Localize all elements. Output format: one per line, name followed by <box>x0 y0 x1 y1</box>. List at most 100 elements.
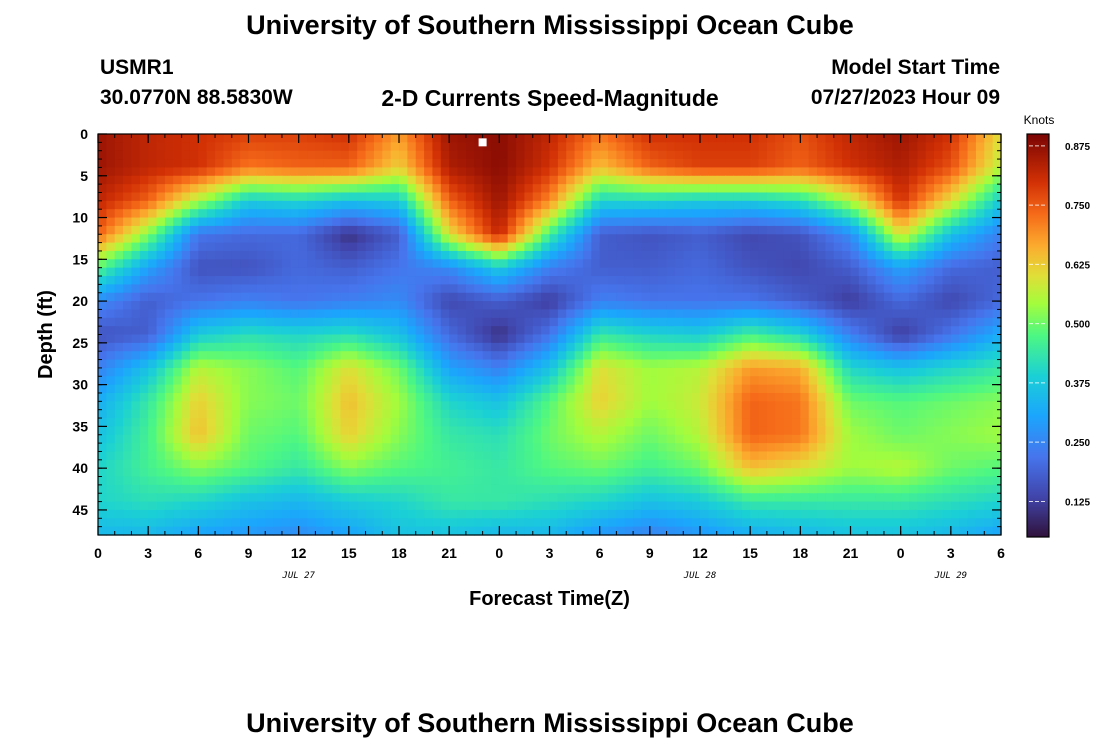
heatmap-cell <box>883 342 893 352</box>
heatmap-cell <box>373 317 383 327</box>
heatmap-cell <box>658 250 668 260</box>
heatmap-cell <box>858 184 868 194</box>
heatmap-cell <box>298 250 308 260</box>
heatmap-cell <box>198 150 208 160</box>
heatmap-cell <box>424 259 434 269</box>
heatmap-cell <box>666 484 676 494</box>
heatmap-cell <box>198 359 208 369</box>
heatmap-cell <box>967 309 977 319</box>
heatmap-cell <box>357 434 367 444</box>
heatmap-cell <box>173 301 183 311</box>
heatmap-cell <box>474 434 484 444</box>
heatmap-cell <box>549 175 559 185</box>
heatmap-cell <box>407 426 417 436</box>
heatmap-cell <box>315 459 325 469</box>
heatmap-cell <box>658 259 668 269</box>
heatmap-cell <box>950 200 960 210</box>
heatmap-cell <box>750 418 760 427</box>
heatmap-cell <box>415 418 425 427</box>
heatmap-cell <box>307 267 316 277</box>
heatmap-cell <box>156 259 166 269</box>
heatmap-cell <box>700 167 709 177</box>
heatmap-cell <box>415 476 425 486</box>
heatmap-cell <box>591 451 601 461</box>
heatmap-cell <box>332 493 342 503</box>
heatmap-cell <box>516 134 526 143</box>
heatmap-cell <box>248 234 258 244</box>
heatmap-cell <box>641 317 651 327</box>
heatmap-cell <box>307 242 316 252</box>
heatmap-cell <box>591 217 601 227</box>
heatmap-cell <box>281 225 291 235</box>
heatmap-cell <box>507 142 517 152</box>
heatmap-cell <box>507 493 517 503</box>
heatmap-cell <box>98 484 107 494</box>
heatmap-cell <box>925 342 935 352</box>
heatmap-cell <box>975 476 985 486</box>
heatmap-cell <box>532 192 542 202</box>
heatmap-cell <box>666 309 676 319</box>
heatmap-cell <box>189 401 199 411</box>
heatmap-cell <box>875 209 885 219</box>
heatmap-cell <box>256 326 266 336</box>
heatmap-cell <box>449 217 459 227</box>
heatmap-cell <box>708 225 718 235</box>
heatmap-cell <box>867 250 877 260</box>
heatmap-cell <box>382 501 392 511</box>
heatmap-cell <box>139 493 149 503</box>
heatmap-cell <box>658 342 668 352</box>
heatmap-cell <box>215 159 225 169</box>
heatmap-cell <box>407 142 417 152</box>
heatmap-cell <box>700 342 709 352</box>
heatmap-cell <box>700 443 709 453</box>
heatmap-cell <box>616 476 626 486</box>
heatmap-cell <box>198 217 208 227</box>
heatmap-cell <box>683 209 693 219</box>
heatmap-cell <box>223 209 233 219</box>
heatmap-cell <box>800 292 810 302</box>
heatmap-cell <box>842 376 852 386</box>
heatmap-cell <box>273 167 283 177</box>
heatmap-cell <box>574 351 584 361</box>
heatmap-cell <box>725 334 735 344</box>
heatmap-cell <box>307 401 316 411</box>
heatmap-cell <box>382 200 392 210</box>
heatmap-cell <box>842 234 852 244</box>
heatmap-cell <box>415 209 425 219</box>
heatmap-cell <box>114 468 124 478</box>
heatmap-cell <box>440 309 450 319</box>
heatmap-cell <box>842 167 852 177</box>
heatmap-cell <box>148 317 158 327</box>
heatmap-cell <box>281 434 291 444</box>
heatmap-cell <box>934 476 944 486</box>
heatmap-cell <box>666 367 676 377</box>
heatmap-cell <box>817 200 827 210</box>
heatmap-cell <box>574 159 584 169</box>
heatmap-cell <box>399 200 408 210</box>
heatmap-cell <box>942 459 952 469</box>
heatmap-cell <box>984 250 994 260</box>
heatmap-cell <box>390 342 400 352</box>
heatmap-cell <box>189 409 199 419</box>
heatmap-cell <box>465 259 475 269</box>
heatmap-cell <box>942 443 952 453</box>
heatmap-cell <box>532 250 542 260</box>
heatmap-cell <box>833 426 843 436</box>
heatmap-cell <box>290 267 300 277</box>
heatmap-cell <box>206 134 216 143</box>
heatmap-cell <box>708 200 718 210</box>
heatmap-cell <box>465 309 475 319</box>
heatmap-cell <box>766 292 776 302</box>
heatmap-cell <box>649 401 659 411</box>
heatmap-cell <box>323 292 333 302</box>
heatmap-cell <box>658 284 668 294</box>
heatmap-cell <box>817 134 827 143</box>
heatmap-cell <box>231 392 241 402</box>
heatmap-cell <box>340 451 350 461</box>
heatmap-cell <box>123 351 133 361</box>
heatmap-cell <box>399 468 408 478</box>
heatmap-cell <box>900 493 910 503</box>
heatmap-cell <box>298 359 308 369</box>
heatmap-cell <box>507 225 517 235</box>
heatmap-cell <box>900 401 910 411</box>
